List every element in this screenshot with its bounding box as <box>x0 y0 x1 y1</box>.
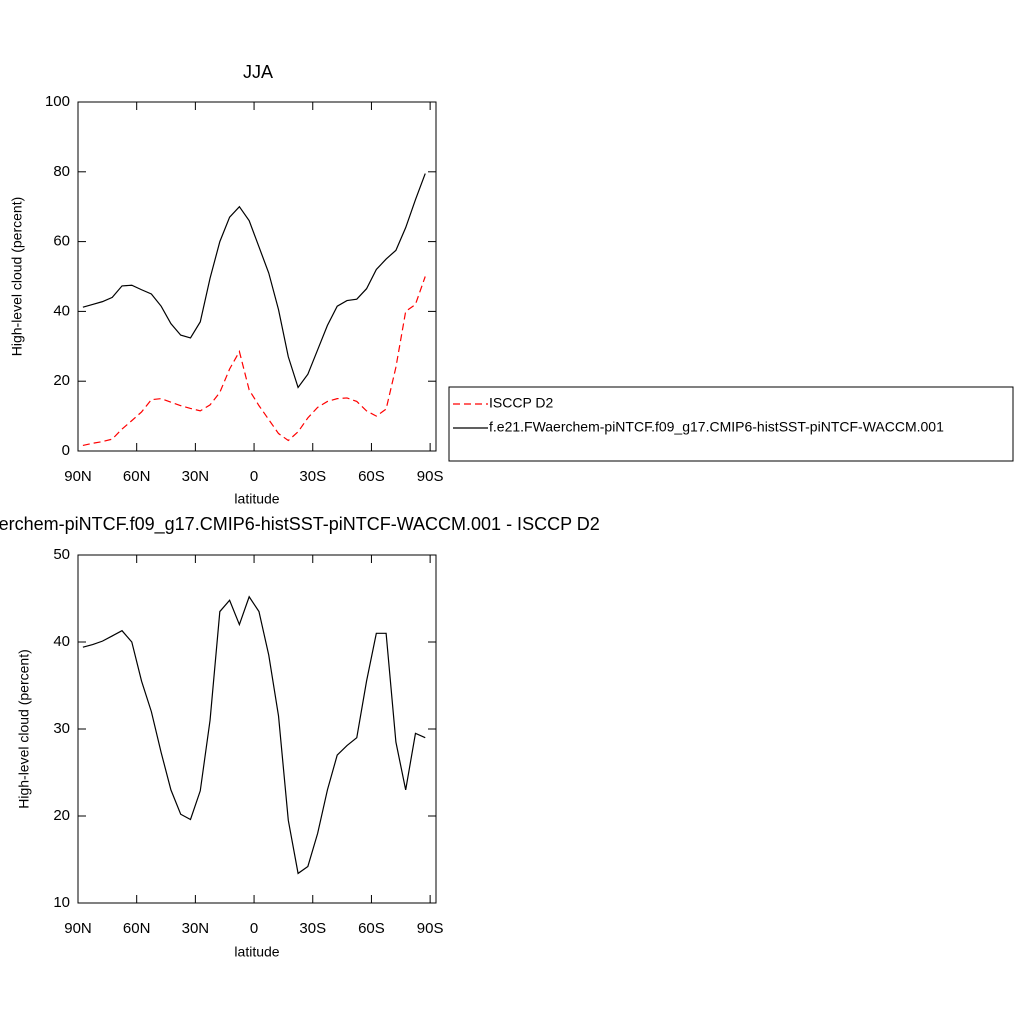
x-tick-label: 30S <box>299 920 326 937</box>
data-line <box>82 276 426 447</box>
x-tick-label: 90N <box>64 468 92 485</box>
y-tick-label: 40 <box>53 633 70 650</box>
chart-title: f.e21.FWaerchem-piNTCF.f09_g17.CMIP6-his… <box>0 514 600 535</box>
y-tick-label: 10 <box>53 894 70 911</box>
y-tick-label: 0 <box>62 442 70 459</box>
x-tick-label: 30S <box>299 468 326 485</box>
legend-box <box>448 386 1014 462</box>
data-line <box>82 595 426 875</box>
plot-frame <box>77 554 437 904</box>
y-tick-label: 30 <box>53 720 70 737</box>
x-tick-label: 30N <box>182 920 210 937</box>
x-axis-label: latitude <box>234 491 279 507</box>
plot-frame <box>77 101 437 452</box>
x-axis-label: latitude <box>234 944 279 960</box>
x-tick-label: 0 <box>250 920 258 937</box>
y-tick-label: 100 <box>45 93 70 110</box>
x-tick-label: 90N <box>64 920 92 937</box>
y-tick-label: 20 <box>53 807 70 824</box>
y-tick-label: 50 <box>53 546 70 563</box>
legend-label: f.e21.FWaerchem-piNTCF.f09_g17.CMIP6-his… <box>489 419 944 435</box>
legend-label: ISCCP D2 <box>489 395 554 411</box>
x-tick-label: 30N <box>182 468 210 485</box>
y-tick-label: 60 <box>53 233 70 250</box>
x-tick-label: 60S <box>358 468 385 485</box>
x-tick-label: 90S <box>417 468 444 485</box>
y-axis-label: High-level cloud (percent) <box>9 197 25 357</box>
x-tick-label: 60S <box>358 920 385 937</box>
y-tick-label: 80 <box>53 163 70 180</box>
x-tick-label: 60N <box>123 920 151 937</box>
x-tick-label: 60N <box>123 468 151 485</box>
y-tick-label: 20 <box>53 372 70 389</box>
x-tick-label: 90S <box>417 920 444 937</box>
y-axis-label: High-level cloud (percent) <box>16 649 32 809</box>
y-tick-label: 40 <box>53 302 70 319</box>
data-line <box>82 173 426 389</box>
x-tick-label: 0 <box>250 468 258 485</box>
chart-title: JJA <box>243 62 273 82</box>
